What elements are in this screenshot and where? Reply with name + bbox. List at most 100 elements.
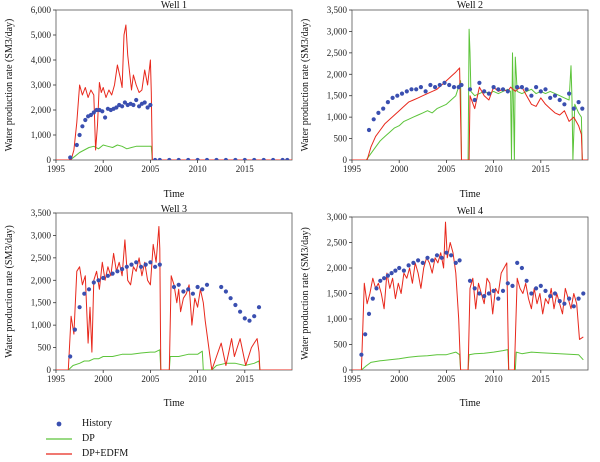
- point-history: [80, 124, 85, 129]
- series-line-dp: [352, 349, 584, 370]
- plot-frame: [55, 212, 293, 371]
- point-history: [576, 296, 581, 301]
- point-history: [538, 283, 543, 288]
- chart-title: Well 1: [161, 0, 187, 11]
- x-tick-label: 2005: [141, 164, 160, 174]
- x-tick-label: 2000: [390, 164, 409, 174]
- chart-panel-3: 0 500 1,000 1,500 2,000 2,500 3,000 3,500 1995 20…: [4, 204, 293, 409]
- point-history: [420, 260, 425, 265]
- point-history: [157, 262, 162, 267]
- y-tick-label: 1,000: [327, 314, 348, 324]
- y-tick-label: 0: [343, 155, 348, 165]
- point-history: [223, 157, 228, 160]
- point-history: [137, 104, 142, 109]
- point-history: [91, 280, 96, 285]
- point-history: [176, 282, 181, 287]
- point-history: [134, 260, 139, 265]
- point-history: [96, 278, 101, 283]
- point-history: [204, 157, 210, 160]
- point-history: [370, 296, 375, 301]
- point-history: [285, 157, 290, 160]
- y-axis-label: Water production rate (SM3/day): [300, 227, 311, 360]
- point-history: [390, 95, 395, 100]
- chart-title: Well 4: [457, 206, 483, 217]
- point-history: [534, 85, 539, 90]
- point-history: [359, 352, 364, 357]
- point-history: [477, 80, 482, 85]
- point-history: [567, 91, 572, 96]
- point-history: [567, 296, 572, 301]
- point-history: [242, 316, 247, 321]
- y-tick-label: 3,000: [327, 26, 348, 36]
- x-tick-label: 2015: [532, 374, 551, 384]
- point-history: [366, 311, 372, 316]
- point-history: [280, 157, 285, 160]
- point-history: [529, 93, 534, 98]
- point-history: [472, 286, 477, 291]
- point-history: [491, 288, 496, 293]
- point-history: [416, 258, 421, 263]
- point-history: [186, 157, 191, 160]
- y-tick-label: 3,500: [31, 208, 52, 218]
- point-history: [414, 87, 419, 92]
- point-history: [548, 294, 553, 299]
- point-history: [77, 132, 82, 138]
- legend-marker-dp: [46, 438, 72, 440]
- point-history: [519, 85, 525, 90]
- point-history: [571, 106, 576, 111]
- point-history: [366, 127, 372, 133]
- point-history: [538, 89, 543, 94]
- point-history: [449, 253, 454, 258]
- figure-canvas: 0 1,000 2,000 3,000 4,000 5,000 6,000 1995 2000 2…: [4, 0, 589, 409]
- x-axis-label: Time: [164, 398, 185, 409]
- point-history: [68, 354, 73, 359]
- chart-panel-1: 0 1,000 2,000 3,000 4,000 5,000 6,000 1995 2000 2…: [4, 0, 293, 200]
- plot-frame: [351, 9, 589, 161]
- point-history: [486, 91, 491, 96]
- x-tick-label: 2005: [141, 374, 160, 384]
- point-history: [153, 264, 158, 269]
- x-tick-label: 2015: [532, 164, 551, 174]
- plot-area: [56, 226, 292, 370]
- y-tick-label: 500: [334, 340, 348, 350]
- y-tick-label: 2,500: [327, 238, 348, 248]
- point-history: [153, 157, 158, 160]
- y-tick-label: 3,000: [327, 212, 348, 222]
- x-tick-label: 1995: [47, 374, 66, 384]
- point-history: [186, 287, 191, 292]
- point-history: [131, 102, 136, 108]
- chart-panel-2: 0 500 1,000 1,500 2,000 2,500 3,000 3,500 1995 20…: [300, 0, 589, 200]
- point-history: [552, 291, 558, 296]
- point-history: [115, 269, 120, 274]
- y-tick-label: 3,000: [31, 80, 52, 90]
- x-tick-label: 2005: [437, 164, 456, 174]
- series-line-dp-edfm: [352, 67, 588, 160]
- point-history: [529, 291, 534, 296]
- point-history: [477, 291, 482, 296]
- x-tick-label: 1995: [343, 374, 362, 384]
- point-history: [101, 275, 106, 281]
- series-line-dp: [352, 28, 588, 160]
- point-history: [500, 87, 506, 92]
- chart-panel-4: 0 500 1,000 1,500 2,000 2,500 3,000 1995 2000 200…: [300, 206, 589, 409]
- point-history: [138, 264, 144, 269]
- point-history: [447, 82, 452, 88]
- chart-title: Well 2: [457, 0, 483, 11]
- point-history: [399, 91, 405, 96]
- point-history: [393, 268, 398, 273]
- x-tick-label: 1995: [47, 164, 66, 174]
- y-axis-label: Water production rate (SM3/day): [4, 225, 15, 358]
- point-history: [534, 286, 539, 291]
- point-history: [374, 286, 379, 291]
- x-tick-label: 2000: [390, 374, 409, 384]
- point-history: [381, 106, 386, 111]
- point-history: [548, 95, 553, 100]
- point-history: [74, 142, 79, 148]
- point-history: [214, 157, 219, 160]
- point-history: [223, 289, 228, 294]
- x-axis-label: Time: [460, 189, 481, 200]
- point-history: [385, 273, 390, 278]
- point-history: [434, 253, 440, 258]
- point-history: [181, 289, 186, 294]
- point-history: [395, 93, 400, 98]
